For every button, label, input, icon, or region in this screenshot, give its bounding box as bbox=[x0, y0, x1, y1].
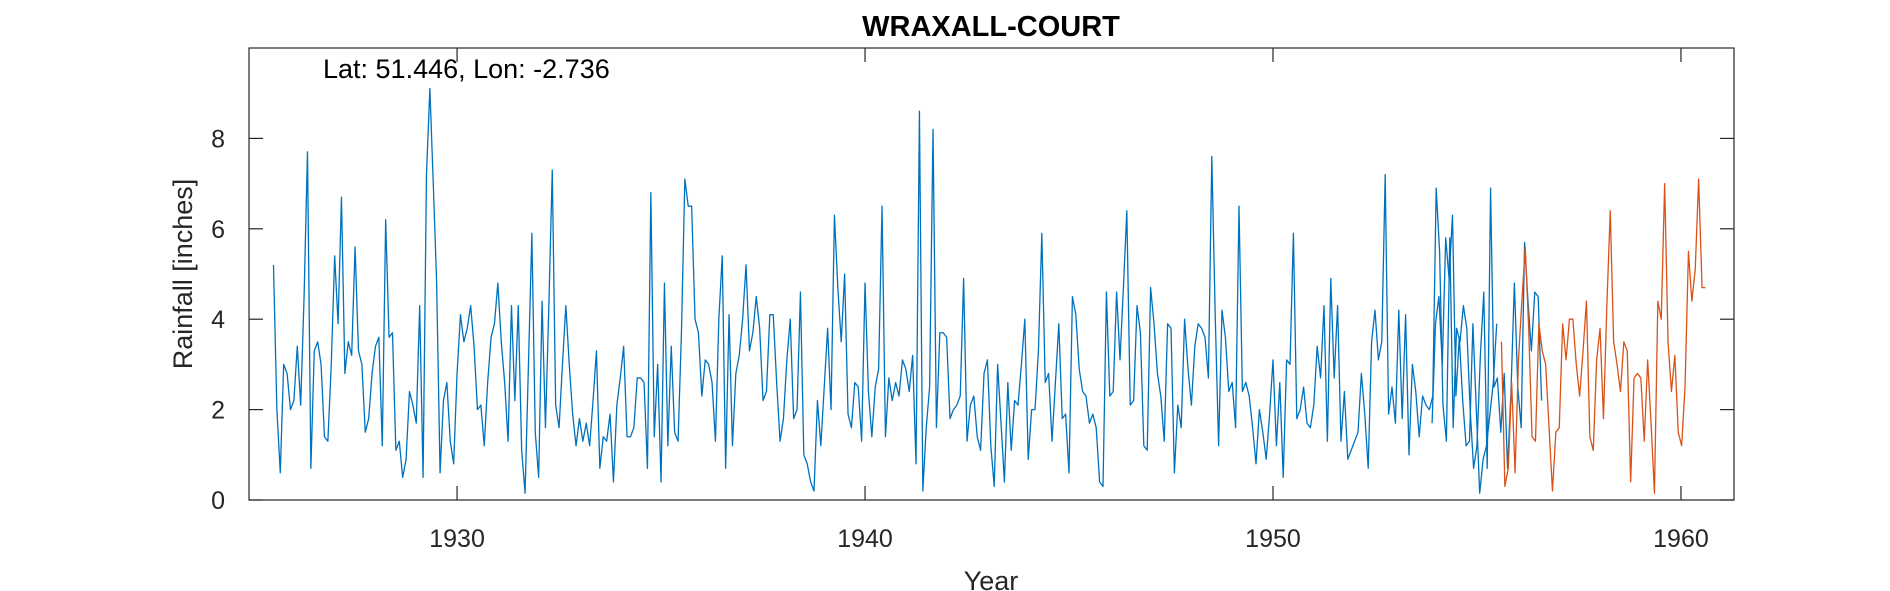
rainfall-series-line-3 bbox=[1500, 178, 1706, 494]
y-tick-label: 4 bbox=[211, 306, 225, 334]
chart-title: WRAXALL-COURT bbox=[862, 11, 1120, 43]
rainfall-series-line-1 bbox=[272, 88, 1543, 494]
y-tick-label: 8 bbox=[211, 125, 225, 153]
x-tick-label: 1950 bbox=[1245, 525, 1301, 553]
location-annotation: Lat: 51.446, Lon: -2.736 bbox=[323, 54, 610, 84]
y-tick-label: 0 bbox=[211, 487, 225, 515]
series-layer bbox=[272, 88, 1706, 494]
plot-box bbox=[248, 47, 1735, 501]
x-tick-label: 1940 bbox=[837, 525, 893, 553]
x-tick-label: 1930 bbox=[429, 525, 485, 553]
tick-layer: 1930 1940 1950 1960 0 2 4 6 8 bbox=[211, 48, 1734, 553]
rainfall-series-line-2 bbox=[1431, 214, 1498, 494]
x-axis-label: Year bbox=[964, 566, 1019, 591]
plot-background bbox=[249, 48, 1734, 500]
y-tick-label: 2 bbox=[211, 397, 225, 425]
y-tick-label: 6 bbox=[211, 216, 225, 244]
y-axis-label: Rainfall [inches] bbox=[168, 179, 198, 370]
x-tick-label: 1960 bbox=[1653, 525, 1709, 553]
